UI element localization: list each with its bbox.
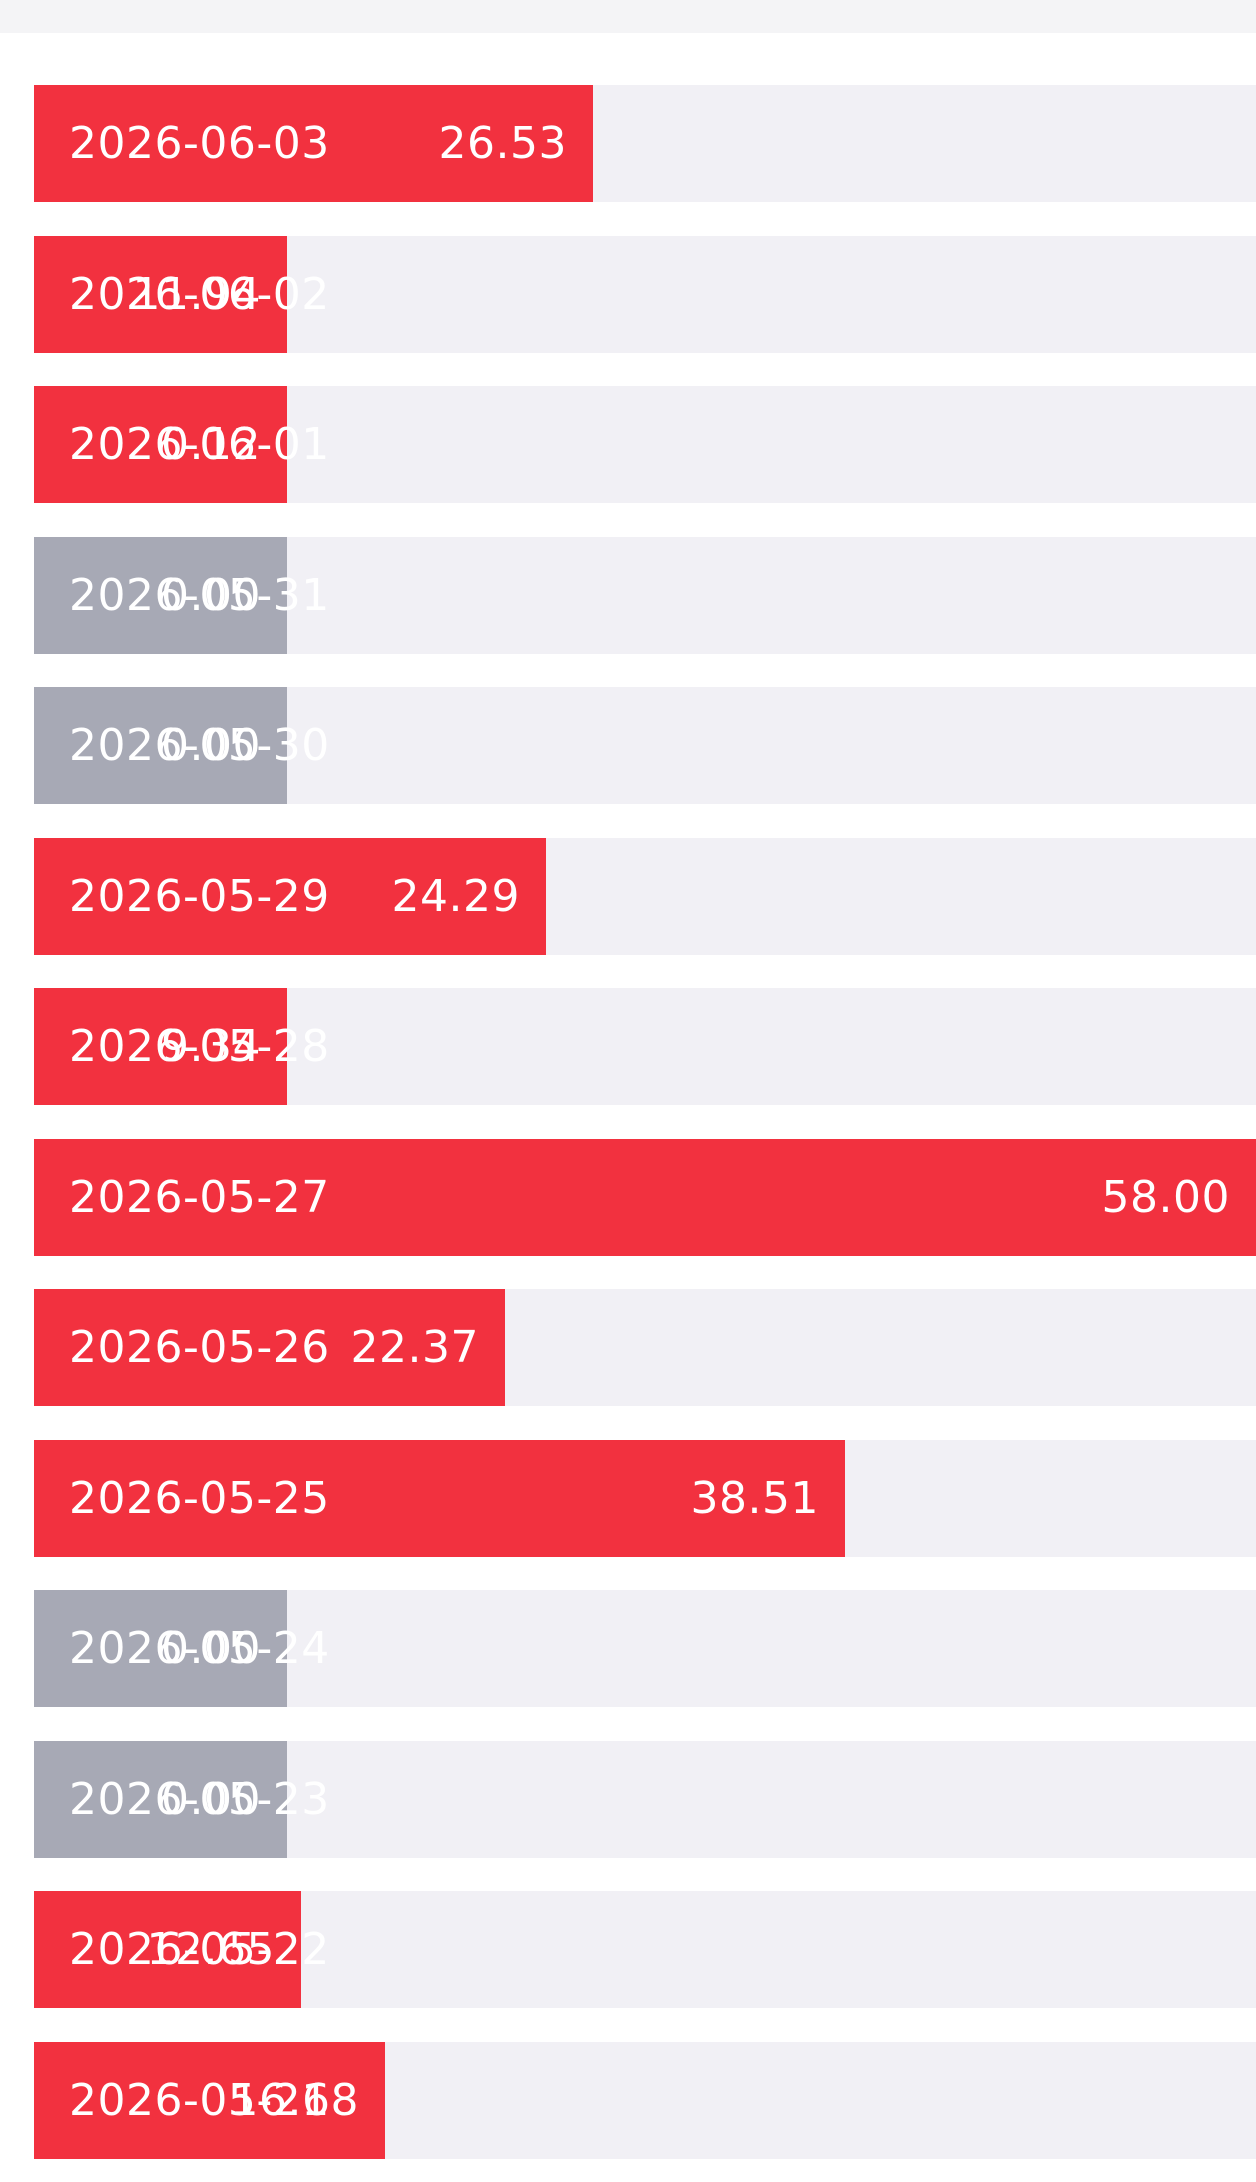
bar: [34, 1439, 845, 1557]
bar-row-2026-05-31[interactable]: 2026-05-31 0.00: [34, 536, 1256, 654]
bar-row-2026-05-28[interactable]: 2026-05-28 9.34: [34, 988, 1256, 1105]
bar-row-2026-05-22[interactable]: 2026-05-22 12.65: [34, 1891, 1256, 2008]
bar: [34, 386, 287, 503]
bar-row-2026-05-21[interactable]: 2026-05-21 16.68: [34, 2041, 1256, 2159]
date-label: 2026-05-25: [69, 1472, 330, 1524]
date-label: 2026-05-23: [69, 1773, 330, 1825]
bar: [34, 1138, 1256, 1256]
bar-row-2026-05-24[interactable]: 2026-05-24 0.00: [34, 1590, 1256, 1707]
date-label: 2026-05-27: [69, 1171, 330, 1223]
value-label: 24.29: [391, 870, 520, 922]
date-label: 2026-06-03: [69, 118, 330, 169]
bar-row-2026-06-03[interactable]: 2026-06-03 26.53: [34, 85, 1256, 202]
date-label: 2026-06-01: [69, 419, 330, 470]
date-label: 2026-05-24: [69, 1623, 330, 1674]
value-label: 38.51: [690, 1472, 819, 1524]
bar-row-2026-05-25[interactable]: 2026-05-25 38.51: [34, 1439, 1256, 1557]
value-label: 12.65: [146, 1924, 275, 1975]
bar: [34, 2041, 385, 2159]
date-label: 2026-05-26: [69, 1322, 330, 1373]
date-label: 2026-06-02: [69, 268, 330, 320]
value-label: 0.00: [161, 569, 261, 621]
bar: [34, 1289, 505, 1406]
bar: [34, 85, 593, 202]
bar: [34, 1740, 287, 1858]
value-label: 0.00: [161, 1773, 261, 1825]
bar: [34, 837, 546, 955]
date-label: 2026-05-28: [69, 1021, 330, 1072]
bar-row-2026-05-23[interactable]: 2026-05-23 0.00: [34, 1740, 1256, 1858]
bar-row-2026-05-26[interactable]: 2026-05-26 22.37: [34, 1289, 1256, 1406]
bar: [34, 536, 287, 654]
bar: [34, 988, 287, 1105]
bar-row-2026-05-27[interactable]: 2026-05-27 58.00: [34, 1138, 1256, 1256]
value-label: 0.00: [161, 1623, 261, 1674]
bar-row-2026-06-02[interactable]: 2026-06-02 11.94: [34, 235, 1256, 353]
date-label: 2026-05-21: [69, 2074, 330, 2126]
value-label: 0.00: [161, 720, 261, 771]
bar-row-2026-05-30[interactable]: 2026-05-30 0.00: [34, 687, 1256, 804]
daily-bar-chart: 2026-06-03 26.53 2026-06-02 11.94 2026-06-01…: [34, 85, 1256, 2182]
value-label: 9.34: [161, 1021, 261, 1072]
bar-row-2026-06-01[interactable]: 2026-06-01 0.12: [34, 386, 1256, 503]
bar: [34, 1891, 301, 2008]
date-label: 2026-05-30: [69, 720, 330, 771]
bar-row-2026-05-29[interactable]: 2026-05-29 24.29: [34, 837, 1256, 955]
top-header-strip: [0, 0, 1256, 33]
date-label: 2026-05-22: [69, 1924, 330, 1975]
bar: [34, 235, 287, 353]
value-label: 11.94: [132, 268, 261, 320]
date-label: 2026-05-31: [69, 569, 330, 621]
bar: [34, 1590, 287, 1707]
date-label: 2026-05-29: [69, 870, 330, 922]
bar: [34, 687, 287, 804]
value-label: 58.00: [1101, 1171, 1230, 1223]
value-label: 0.12: [161, 419, 261, 470]
value-label: 22.37: [350, 1322, 479, 1373]
value-label: 26.53: [438, 118, 567, 169]
value-label: 16.68: [230, 2074, 359, 2126]
